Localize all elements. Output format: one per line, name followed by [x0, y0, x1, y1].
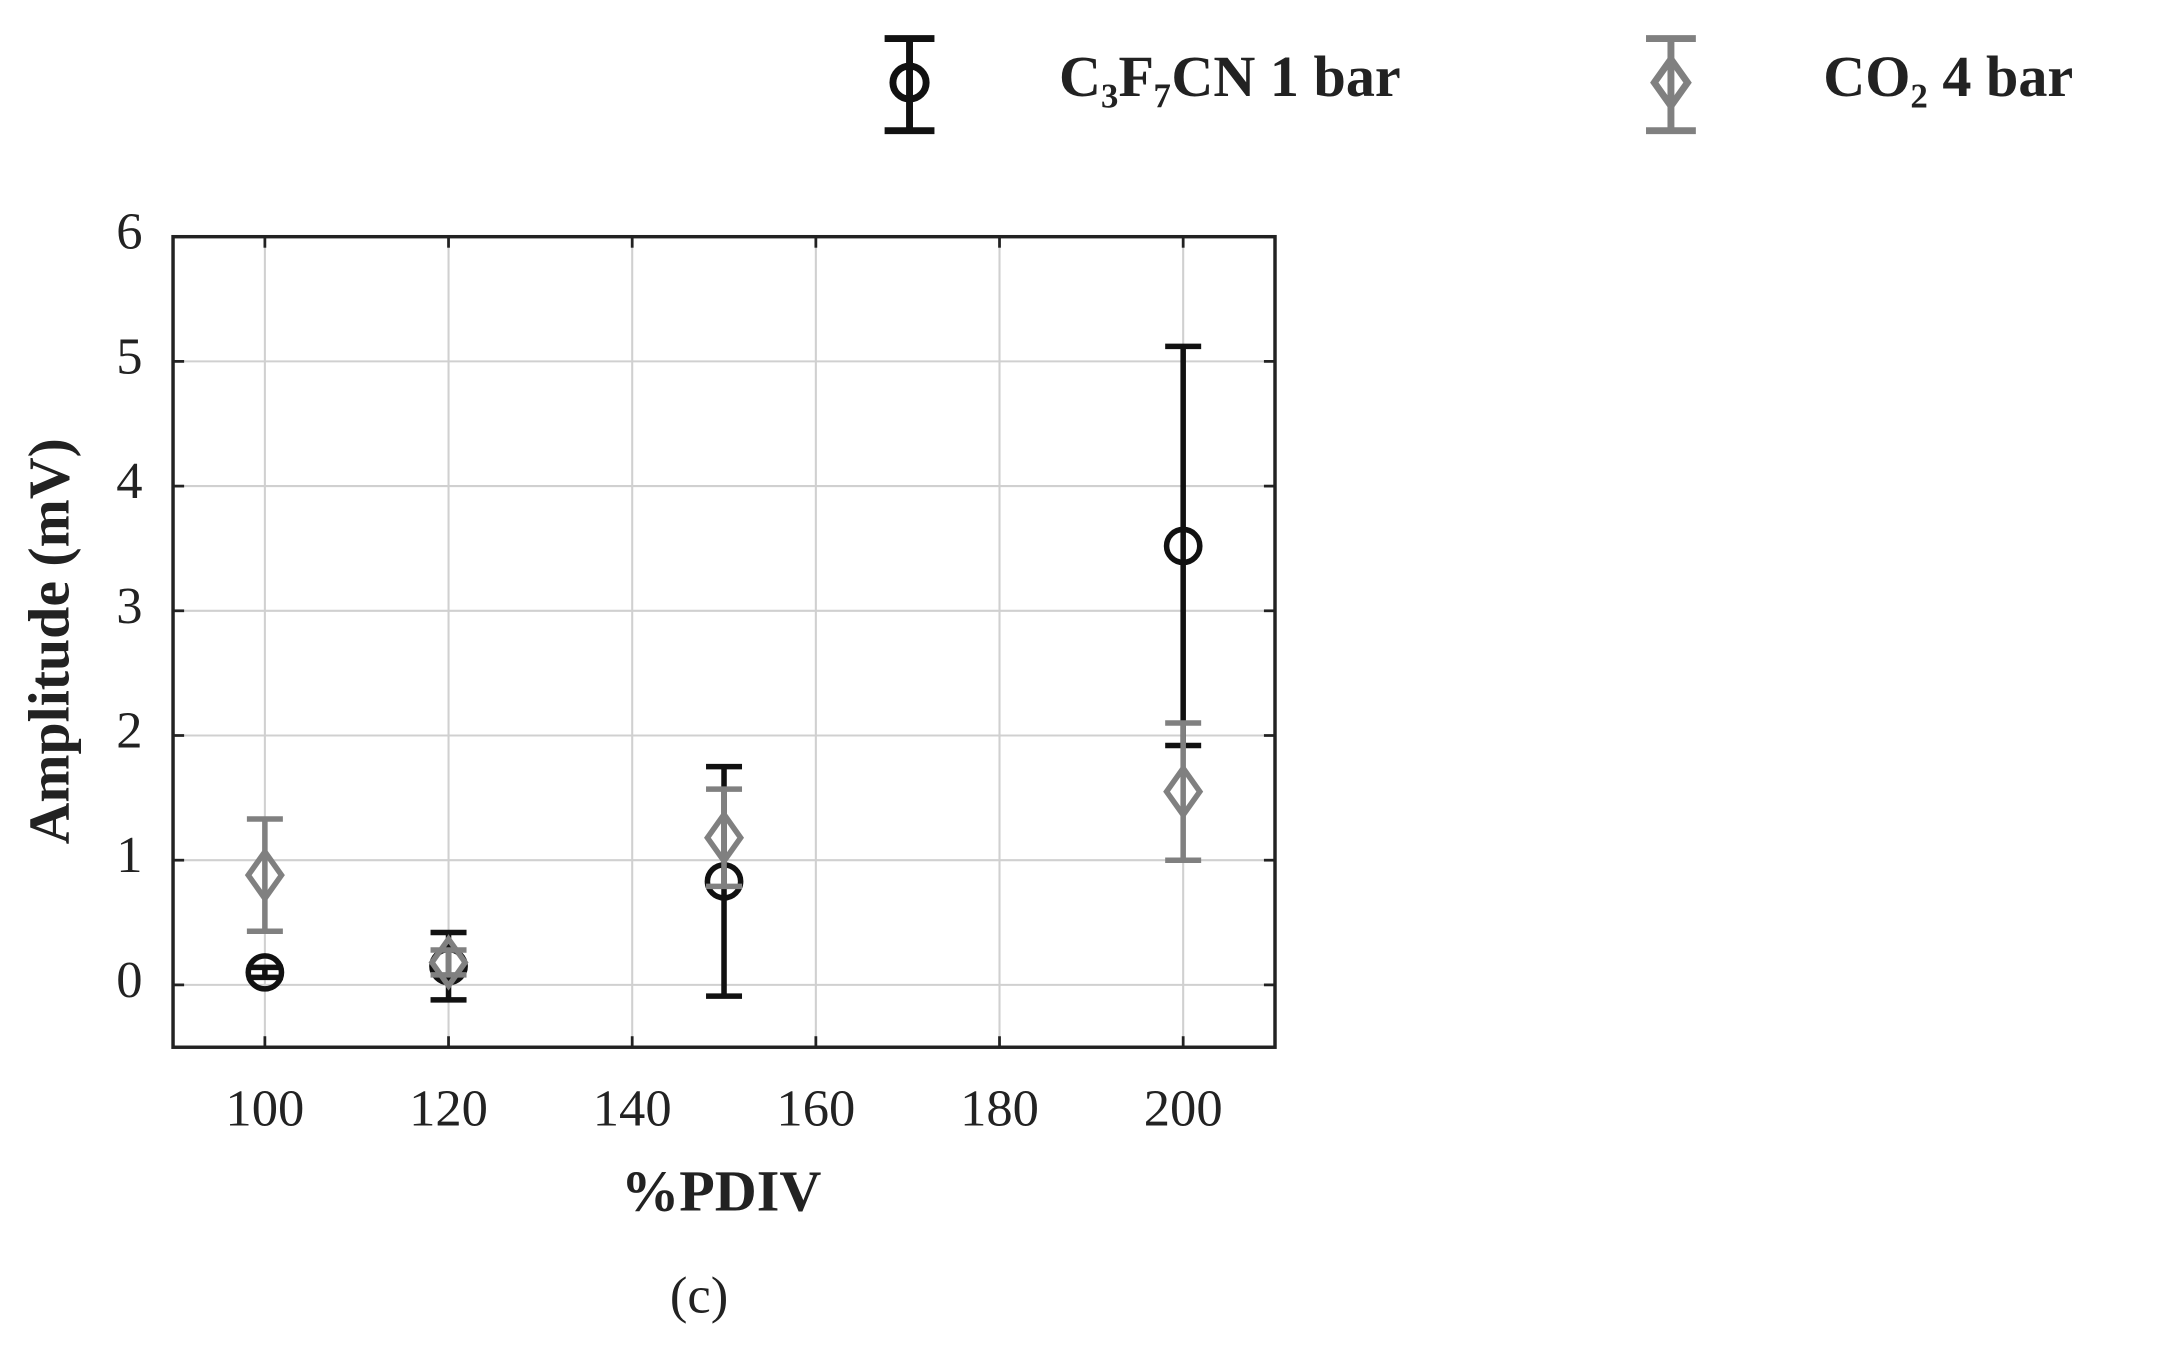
y-tick-label: 6	[116, 203, 142, 261]
y-tick-label: 4	[116, 452, 142, 510]
y-tick-label: 2	[116, 702, 142, 760]
x-tick-label: 180	[960, 1079, 1039, 1137]
data-point	[245, 953, 285, 992]
legend-symbol	[1650, 53, 1692, 112]
legend-label: CO₂ 4 bar	[1823, 44, 2073, 109]
y-tick-label: 5	[116, 328, 142, 386]
y-tick-label: 3	[116, 577, 142, 635]
y-tick-label: 1	[116, 826, 142, 884]
x-tick-label: 100	[225, 1079, 304, 1137]
legend-label: C₃F₇CN 1 bar	[1059, 44, 1401, 109]
x-tick-label: 160	[776, 1079, 855, 1137]
plot-frame	[171, 234, 1277, 1049]
data-point	[1163, 763, 1204, 820]
data-point	[428, 934, 469, 991]
y-tick-label: 0	[116, 951, 142, 1009]
data-point	[704, 809, 745, 866]
subtitle: (c)	[670, 1267, 728, 1325]
data-point	[244, 846, 285, 904]
x-axis-label: %PDIV	[621, 1159, 821, 1224]
data-point	[1163, 526, 1203, 566]
x-tick-label: 200	[1144, 1079, 1223, 1137]
x-tick-label: 140	[593, 1079, 672, 1137]
x-tick-label: 120	[409, 1079, 488, 1137]
legend-symbol	[889, 62, 930, 103]
y-axis-label: Amplitude (mV)	[17, 438, 82, 844]
